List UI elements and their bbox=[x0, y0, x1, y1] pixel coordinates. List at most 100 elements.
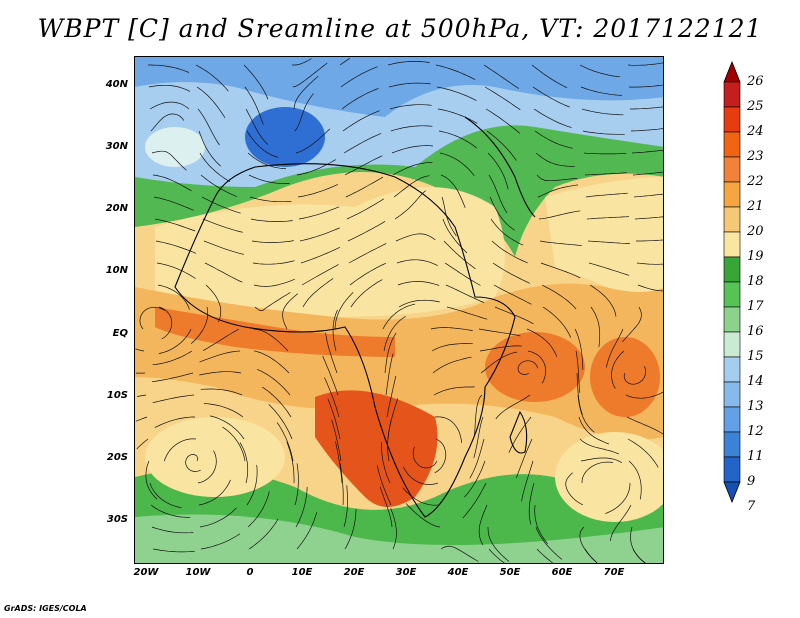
streamline bbox=[343, 485, 348, 528]
streamline bbox=[387, 61, 430, 66]
streamline bbox=[542, 306, 572, 338]
streamline bbox=[575, 350, 581, 393]
colorbar-swatch bbox=[723, 156, 741, 183]
colorbar-swatch bbox=[723, 131, 741, 158]
streamline bbox=[380, 442, 391, 484]
streamline bbox=[627, 62, 663, 66]
colorbar-swatch bbox=[723, 206, 741, 233]
streamline bbox=[198, 130, 222, 167]
streamline bbox=[157, 284, 190, 310]
streamline bbox=[531, 64, 568, 89]
streamline bbox=[536, 174, 578, 182]
streamline bbox=[486, 130, 517, 161]
lon-label-30e: 30E bbox=[395, 567, 417, 578]
streamline bbox=[248, 174, 290, 184]
streamline bbox=[398, 299, 440, 308]
streamline bbox=[396, 259, 438, 266]
streamline bbox=[203, 403, 244, 418]
lon-label-40e: 40E bbox=[447, 567, 469, 578]
streamline bbox=[579, 438, 619, 455]
streamline bbox=[148, 64, 190, 73]
colorbar bbox=[723, 60, 741, 504]
colorbar-label: 9 bbox=[747, 474, 756, 489]
streamline bbox=[443, 240, 476, 270]
streamline bbox=[580, 86, 623, 96]
colorbar-label: 26 bbox=[747, 74, 764, 89]
streamline bbox=[154, 218, 196, 232]
streamline bbox=[446, 306, 488, 320]
colorbar-label: 18 bbox=[747, 274, 764, 289]
streamline bbox=[445, 284, 485, 304]
streamline bbox=[203, 240, 244, 255]
streamline bbox=[434, 438, 447, 474]
streamline bbox=[339, 463, 344, 506]
streamline bbox=[322, 355, 339, 396]
streamline bbox=[397, 281, 440, 286]
streamline bbox=[246, 464, 258, 506]
streamline bbox=[622, 306, 642, 343]
colorbar-label: 20 bbox=[747, 224, 764, 239]
lat-label-40n: 40N bbox=[105, 79, 128, 90]
streamline bbox=[268, 404, 293, 440]
streamline bbox=[342, 110, 380, 132]
streamlines bbox=[135, 57, 663, 563]
streamline bbox=[253, 278, 295, 287]
streamline bbox=[343, 133, 382, 154]
colorbar-swatch bbox=[723, 356, 741, 383]
lon-label-60e: 60E bbox=[551, 567, 573, 578]
streamline bbox=[152, 394, 195, 404]
streamline bbox=[636, 262, 663, 265]
streamline bbox=[584, 172, 627, 176]
streamline bbox=[257, 369, 291, 396]
streamline bbox=[294, 463, 299, 506]
streamline bbox=[484, 86, 521, 111]
streamline bbox=[584, 548, 598, 563]
streamline bbox=[292, 58, 312, 66]
streamline bbox=[200, 388, 243, 396]
streamline bbox=[517, 360, 539, 375]
streamline bbox=[202, 328, 240, 352]
colorbar-label: 7 bbox=[747, 499, 756, 514]
streamline bbox=[327, 398, 341, 440]
colorbar-swatch bbox=[723, 331, 741, 358]
south-indian-yellow bbox=[555, 432, 663, 522]
southern-light-green bbox=[135, 514, 663, 563]
streamline bbox=[201, 196, 241, 214]
lon-label-10w: 10W bbox=[185, 567, 211, 578]
streamline bbox=[583, 152, 627, 155]
streamline bbox=[439, 152, 475, 177]
streamline bbox=[301, 264, 339, 286]
streamline bbox=[151, 150, 187, 171]
streamline bbox=[388, 82, 431, 88]
streamline bbox=[490, 218, 524, 246]
colorbar-label: 11 bbox=[747, 449, 764, 464]
streamline bbox=[249, 196, 292, 203]
streamline bbox=[158, 328, 192, 354]
map-panel bbox=[134, 56, 664, 564]
streamline bbox=[430, 327, 473, 331]
streamline bbox=[579, 64, 621, 78]
streamline bbox=[190, 306, 209, 344]
colorbar-label: 17 bbox=[747, 299, 764, 314]
streamline bbox=[344, 508, 357, 550]
streamline bbox=[332, 309, 338, 352]
streamline bbox=[574, 328, 584, 370]
streamline bbox=[582, 130, 625, 135]
streamline bbox=[199, 152, 231, 183]
streamline bbox=[636, 239, 663, 242]
colorbar-swatch bbox=[723, 281, 741, 308]
streamline bbox=[580, 457, 623, 464]
streamline bbox=[493, 284, 532, 305]
indian-ocean-warm-core-east bbox=[590, 337, 660, 417]
streamline bbox=[386, 375, 397, 418]
streamline bbox=[632, 548, 646, 563]
streamline bbox=[433, 386, 475, 396]
colorbar-swatch bbox=[723, 406, 741, 433]
lat-label-10s: 10S bbox=[106, 390, 128, 401]
streamline bbox=[431, 342, 473, 352]
streamline bbox=[197, 108, 220, 146]
streamline bbox=[331, 419, 342, 462]
colorbar-swatch bbox=[723, 381, 741, 408]
streamline bbox=[432, 356, 472, 374]
lat-label-20s: 20S bbox=[106, 452, 128, 463]
